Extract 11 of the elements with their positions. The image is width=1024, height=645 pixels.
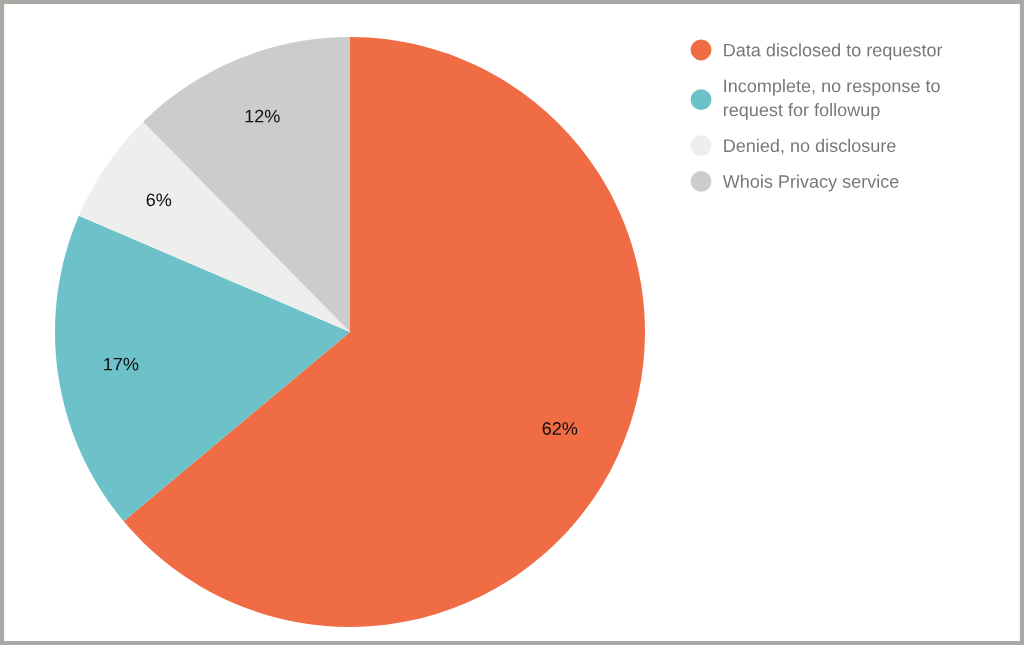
legend-label: Incomplete, no response to request for followup [723, 79, 940, 120]
legend-label: Denied, no disclosure [724, 138, 896, 155]
data-label: 62% [542, 422, 578, 435]
legend-label: Whois Privacy service [722, 174, 899, 192]
data-label: 12% [245, 109, 280, 123]
data-label: 6% [146, 193, 172, 207]
pie-slice [55, 215, 350, 522]
legend-label: Data disclosed to requestor [724, 43, 943, 61]
pie-slice [143, 37, 350, 332]
pie-slice [78, 121, 350, 332]
data-label: 17% [104, 357, 139, 371]
